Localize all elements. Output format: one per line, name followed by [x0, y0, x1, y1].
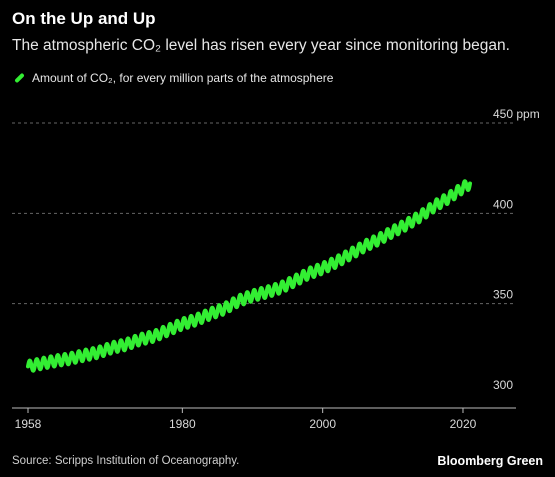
x-tick-label: 2020: [450, 417, 477, 431]
x-tick-label: 2000: [309, 417, 336, 431]
chart-title: On the Up and Up: [12, 9, 156, 28]
x-tick-label: 1980: [169, 417, 196, 431]
y-tick-label: 350: [493, 288, 513, 302]
y-tick-label: 300: [493, 378, 513, 392]
legend-label: Amount of CO₂, for every million parts o…: [32, 71, 334, 85]
x-tick-label: 1958: [15, 417, 42, 431]
y-tick-label: 450 ppm: [493, 107, 540, 121]
brand-logo: Bloomberg Green: [437, 454, 543, 468]
legend: Amount of CO₂, for every million parts o…: [12, 71, 333, 85]
chart-subtitle: The atmospheric CO₂ level has risen ever…: [12, 37, 510, 54]
y-tick-label: 400: [493, 197, 513, 211]
source-note: Source: Scripps Institution of Oceanogra…: [12, 455, 240, 467]
co2-series-line: [26, 179, 472, 373]
